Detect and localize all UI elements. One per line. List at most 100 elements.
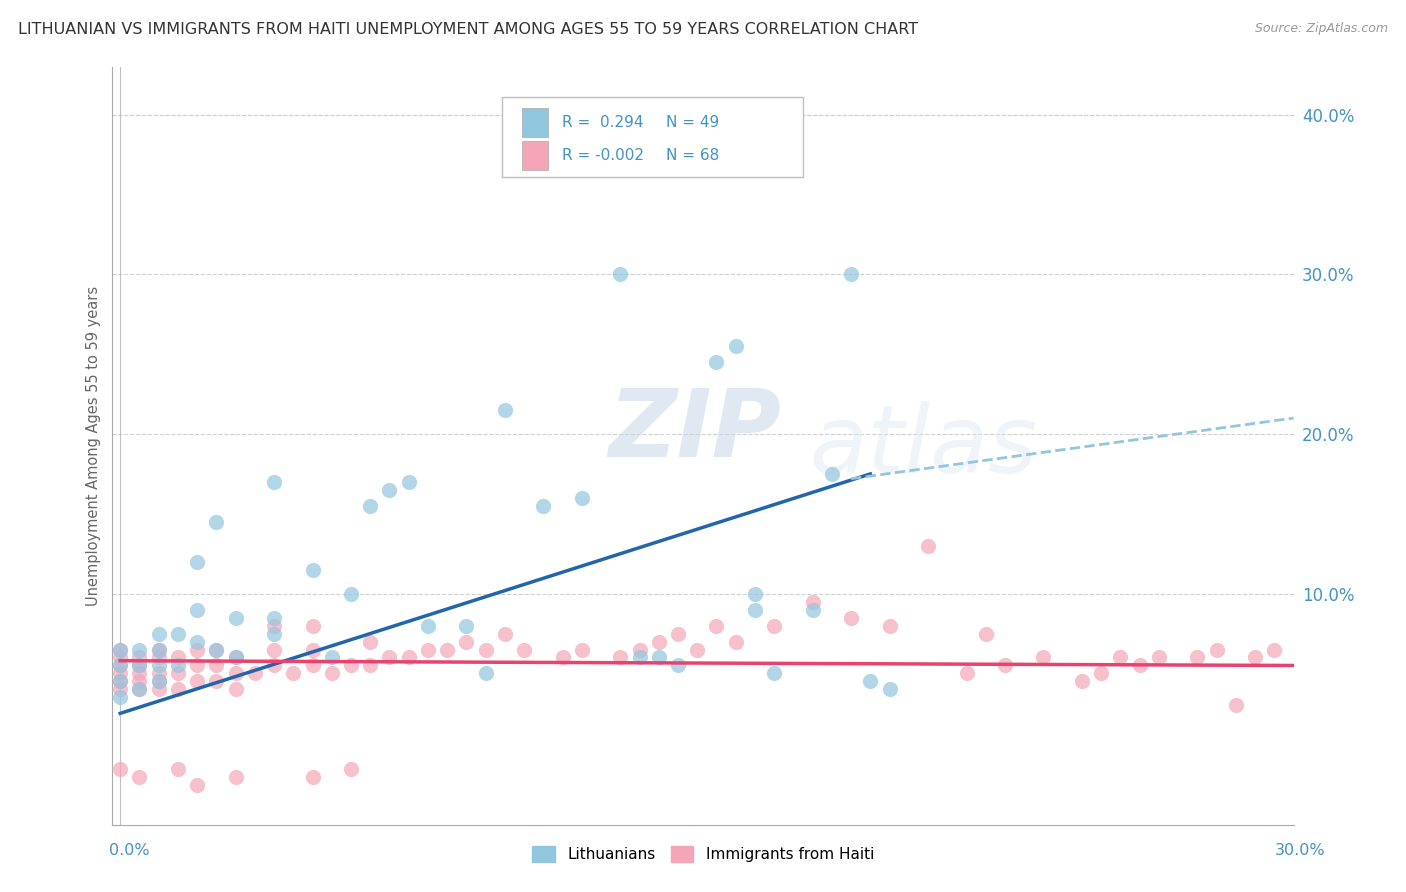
- Text: 0.0%: 0.0%: [110, 843, 149, 857]
- Point: [186, 642, 208, 657]
- Text: Source: ZipAtlas.com: Source: ZipAtlas.com: [1254, 22, 1388, 36]
- Point: [148, 658, 170, 673]
- Point: [456, 618, 478, 632]
- Point: [974, 626, 997, 640]
- Point: [225, 682, 247, 697]
- Point: [1032, 650, 1054, 665]
- Point: [148, 626, 170, 640]
- Point: [1129, 658, 1152, 673]
- Point: [148, 642, 170, 657]
- Point: [724, 339, 747, 353]
- Text: ZIP: ZIP: [609, 384, 782, 477]
- Point: [609, 650, 631, 665]
- Point: [571, 642, 593, 657]
- Point: [186, 674, 208, 689]
- Point: [648, 634, 671, 648]
- Point: [205, 642, 228, 657]
- Point: [609, 268, 631, 282]
- Point: [531, 499, 554, 513]
- Point: [474, 666, 496, 681]
- Point: [724, 634, 747, 648]
- Point: [301, 563, 323, 577]
- Point: [167, 666, 190, 681]
- Text: R = -0.002: R = -0.002: [562, 148, 644, 163]
- FancyBboxPatch shape: [502, 97, 803, 177]
- Point: [128, 658, 150, 673]
- Point: [167, 626, 190, 640]
- Point: [801, 602, 824, 616]
- Point: [148, 650, 170, 665]
- Point: [108, 666, 131, 681]
- Point: [301, 618, 323, 632]
- Point: [321, 666, 343, 681]
- Point: [416, 618, 439, 632]
- Point: [225, 666, 247, 681]
- Point: [398, 475, 420, 489]
- Point: [263, 610, 285, 624]
- Point: [1109, 650, 1132, 665]
- Point: [148, 674, 170, 689]
- Point: [283, 666, 305, 681]
- Point: [340, 762, 363, 776]
- Point: [1187, 650, 1209, 665]
- Point: [263, 626, 285, 640]
- Point: [513, 642, 536, 657]
- Point: [955, 666, 977, 681]
- Point: [340, 587, 363, 601]
- Text: R =  0.294: R = 0.294: [562, 115, 644, 129]
- Point: [686, 642, 709, 657]
- Point: [148, 682, 170, 697]
- Point: [666, 626, 689, 640]
- Point: [108, 650, 131, 665]
- Point: [205, 642, 228, 657]
- Point: [225, 610, 247, 624]
- Point: [839, 268, 862, 282]
- Point: [128, 650, 150, 665]
- Point: [148, 666, 170, 681]
- Point: [436, 642, 458, 657]
- Point: [1205, 642, 1227, 657]
- Point: [321, 650, 343, 665]
- Point: [205, 658, 228, 673]
- Point: [128, 682, 150, 697]
- Y-axis label: Unemployment Among Ages 55 to 59 years: Unemployment Among Ages 55 to 59 years: [86, 286, 101, 606]
- Point: [108, 658, 131, 673]
- Point: [456, 634, 478, 648]
- Point: [359, 634, 381, 648]
- Point: [108, 658, 131, 673]
- Point: [186, 555, 208, 569]
- Point: [128, 642, 150, 657]
- Point: [839, 610, 862, 624]
- Point: [398, 650, 420, 665]
- Point: [821, 467, 844, 481]
- Text: LITHUANIAN VS IMMIGRANTS FROM HAITI UNEMPLOYMENT AMONG AGES 55 TO 59 YEARS CORRE: LITHUANIAN VS IMMIGRANTS FROM HAITI UNEM…: [18, 22, 918, 37]
- Point: [128, 770, 150, 784]
- Point: [225, 650, 247, 665]
- Point: [186, 634, 208, 648]
- Point: [917, 539, 939, 553]
- Point: [879, 682, 901, 697]
- Point: [167, 762, 190, 776]
- Point: [108, 674, 131, 689]
- Point: [167, 650, 190, 665]
- Point: [801, 594, 824, 608]
- Point: [186, 778, 208, 792]
- Point: [744, 587, 766, 601]
- Point: [340, 658, 363, 673]
- Point: [1090, 666, 1112, 681]
- Point: [148, 674, 170, 689]
- FancyBboxPatch shape: [522, 141, 548, 170]
- Point: [108, 690, 131, 705]
- Point: [994, 658, 1017, 673]
- Point: [359, 499, 381, 513]
- Point: [186, 658, 208, 673]
- Point: [494, 626, 516, 640]
- Point: [263, 475, 285, 489]
- Point: [167, 682, 190, 697]
- Point: [879, 618, 901, 632]
- Point: [108, 762, 131, 776]
- Point: [205, 674, 228, 689]
- Point: [551, 650, 574, 665]
- Point: [1147, 650, 1170, 665]
- Point: [474, 642, 496, 657]
